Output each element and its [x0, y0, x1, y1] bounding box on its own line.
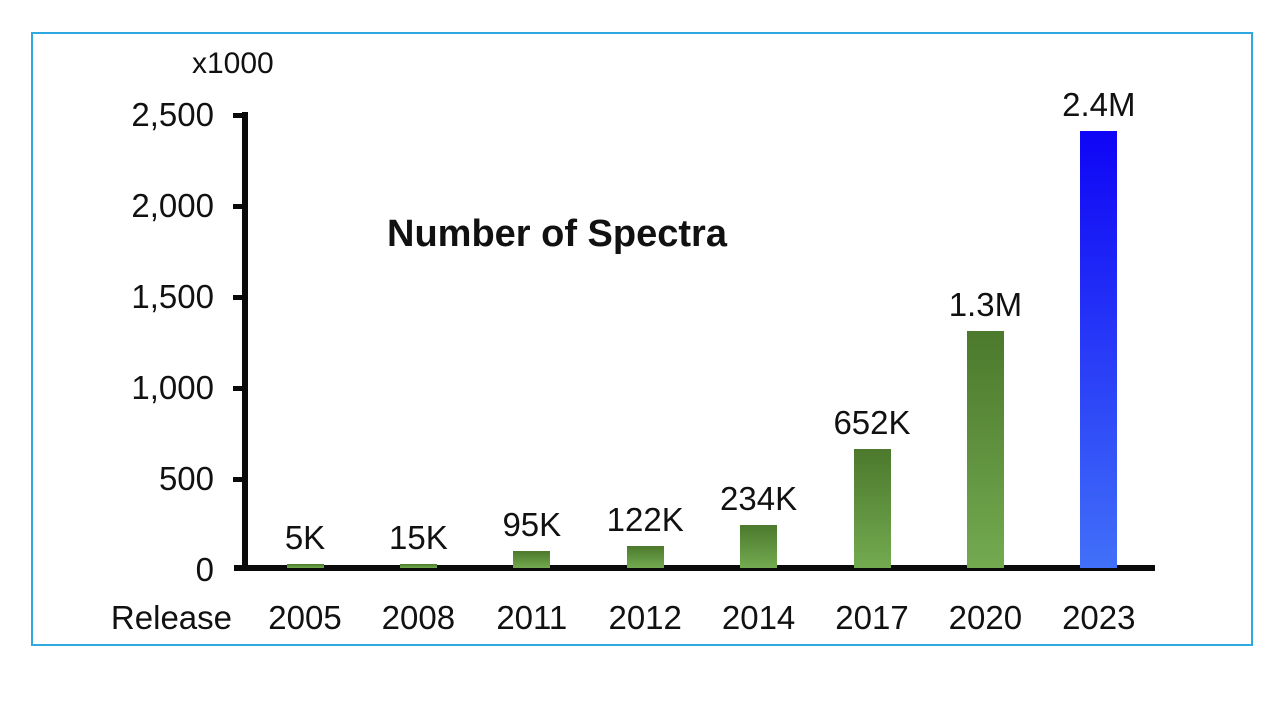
x-tick-label-2023: 2023	[1062, 599, 1136, 636]
bar-value-label-2020: 1.3M	[948, 286, 1023, 324]
x-tick-label-2005: 2005	[268, 599, 342, 636]
bar-value-label-2008: 15K	[389, 519, 448, 556]
y-axis-unit-label: x1000	[192, 47, 274, 80]
bar-2023	[1080, 131, 1118, 568]
chart-title: Number of Spectra	[387, 213, 727, 255]
y-tick-label: 1,500	[131, 278, 214, 315]
y-tick-label: 1,000	[131, 369, 214, 406]
bar-value-label-2017: 652K	[833, 404, 911, 442]
x-axis-line	[234, 565, 1155, 571]
x-tick-label-2012: 2012	[608, 599, 682, 636]
x-axis-prefix-label: Release	[110, 599, 232, 636]
x-tick-label-2017: 2017	[835, 599, 909, 636]
bar-value-label-2023: 2.4M	[1062, 86, 1136, 124]
y-tick-label: 500	[158, 460, 214, 497]
x-tick-label-2014: 2014	[721, 599, 796, 636]
plot-area: 5K 15K 95K 122K 234K 652K 1.3M 2.4M	[33, 34, 1251, 644]
bar-2020	[966, 331, 1004, 568]
y-tick-label: 2,000	[131, 187, 214, 224]
y-axis: 0 500 1,000 1,500 2,000 2,500	[33, 34, 1251, 644]
bar-2014	[740, 525, 778, 568]
bar-value-label-2012: 122K	[606, 500, 684, 538]
y-tick-label: 0	[195, 551, 214, 588]
x-axis-labels: Release 2005 2008 2011 2012 2014 2017 2020 2023	[33, 34, 1251, 644]
bar-value-label-2005: 5K	[284, 519, 326, 556]
x-tick-label-2020: 2020	[948, 599, 1023, 636]
y-tick-label: 2,500	[131, 96, 214, 133]
y-axis-line	[242, 112, 248, 571]
bar-2017	[853, 449, 891, 568]
bar-value-label-2011: 95K	[502, 505, 562, 543]
x-tick-label-2008: 2008	[381, 599, 456, 636]
x-tick-label-2011: 2011	[496, 599, 568, 636]
chart-frame: x1000 Number of Spectra 0 500 1,000 1,500 2,…	[31, 32, 1253, 646]
bar-value-label-2014: 234K	[720, 480, 798, 518]
